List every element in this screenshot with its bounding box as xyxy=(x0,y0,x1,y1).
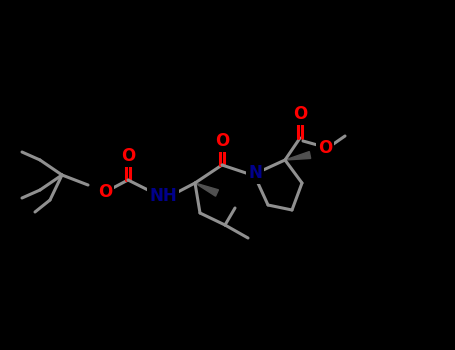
Text: N: N xyxy=(248,164,262,182)
Text: NH: NH xyxy=(149,187,177,205)
Text: O: O xyxy=(215,132,229,150)
Text: O: O xyxy=(318,139,332,157)
Text: O: O xyxy=(98,183,112,201)
Text: O: O xyxy=(293,105,307,123)
Polygon shape xyxy=(195,183,218,196)
Text: O: O xyxy=(121,147,135,165)
Polygon shape xyxy=(285,152,311,160)
